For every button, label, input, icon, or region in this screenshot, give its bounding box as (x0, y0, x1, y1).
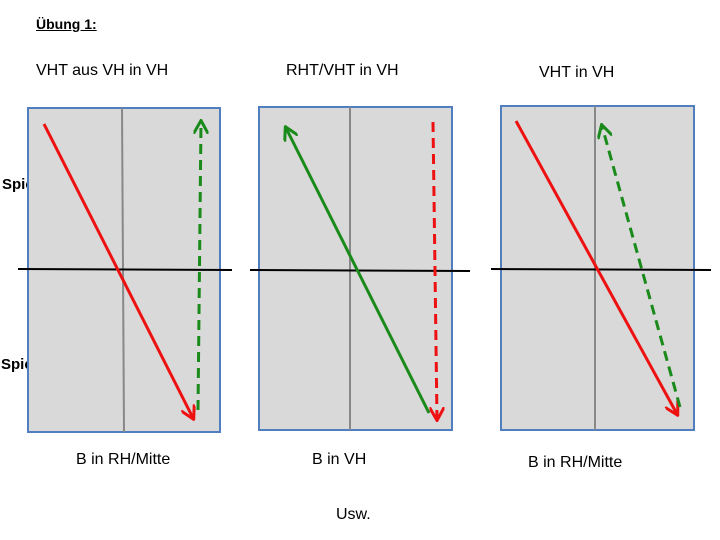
ball-path-arrow-3a (514, 120, 677, 414)
panel-3-footer: B in RH/Mitte (528, 454, 623, 471)
table-panel-2 (249, 106, 471, 431)
net-line-1 (17, 268, 233, 271)
bottom-note: Usw. (336, 506, 371, 523)
return-path-arrow-2b (433, 121, 437, 419)
return-path-arrow-3b (602, 126, 682, 408)
table-panel-1 (17, 107, 233, 433)
return-path-arrow-1b (198, 122, 201, 411)
table-panel-3 (490, 105, 712, 431)
exercise-title: Übung 1: (36, 16, 97, 32)
net-line-3 (490, 268, 712, 271)
panel-3-heading: VHT in VH (539, 64, 615, 81)
ball-path-arrow-2a (286, 128, 431, 414)
panel-1-footer: B in RH/Mitte (76, 451, 171, 468)
ball-path-arrow-1a (42, 123, 193, 418)
panel-2-footer: B in VH (312, 451, 367, 468)
net-line-2 (249, 269, 471, 272)
panel-1-heading: VHT aus VH in VH (36, 62, 169, 79)
panel-2-heading: RHT/VHT in VH (286, 62, 399, 79)
